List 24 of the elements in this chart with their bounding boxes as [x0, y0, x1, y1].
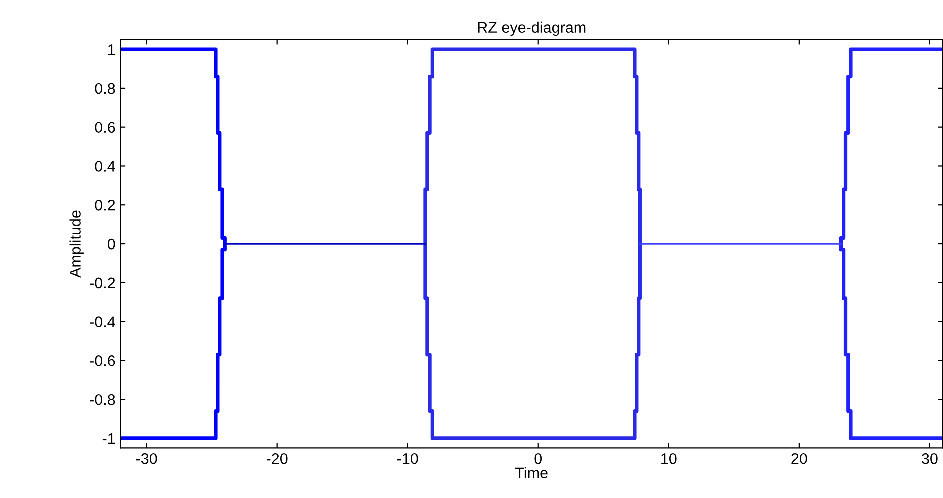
y-tick-label: 0.8	[95, 83, 116, 94]
y-tick-label: -0.2	[90, 278, 116, 289]
x-tick-label: 0	[534, 453, 542, 464]
x-tick-label: -30	[136, 453, 158, 464]
y-tick-label: -0.6	[90, 356, 116, 366]
x-tick-label: 10	[662, 453, 677, 464]
y-tick-label: 0.6	[95, 122, 116, 134]
y-tick-label: 1	[108, 44, 116, 56]
y-tick-label: 0	[108, 238, 116, 250]
y-tick-label: -1	[102, 434, 116, 444]
x-tick-label: -20	[266, 453, 288, 464]
y-axis-title: Amplitude	[70, 210, 84, 278]
line-series	[120, 48, 227, 440]
y-tick-label: -0.4	[90, 316, 116, 328]
chart-title: RZ eye-diagram	[478, 22, 586, 36]
x-tick-label: 20	[792, 453, 808, 464]
x-tick-label: 30	[922, 453, 938, 464]
line-series	[424, 48, 642, 440]
line-series	[839, 48, 943, 440]
y-tick-label: -0.8	[90, 394, 116, 406]
y-tick-label: 0.4	[95, 161, 116, 172]
x-tick-label: -10	[397, 453, 418, 464]
x-axis-title: Time	[516, 467, 548, 479]
y-tick-label: 0.2	[95, 200, 116, 211]
